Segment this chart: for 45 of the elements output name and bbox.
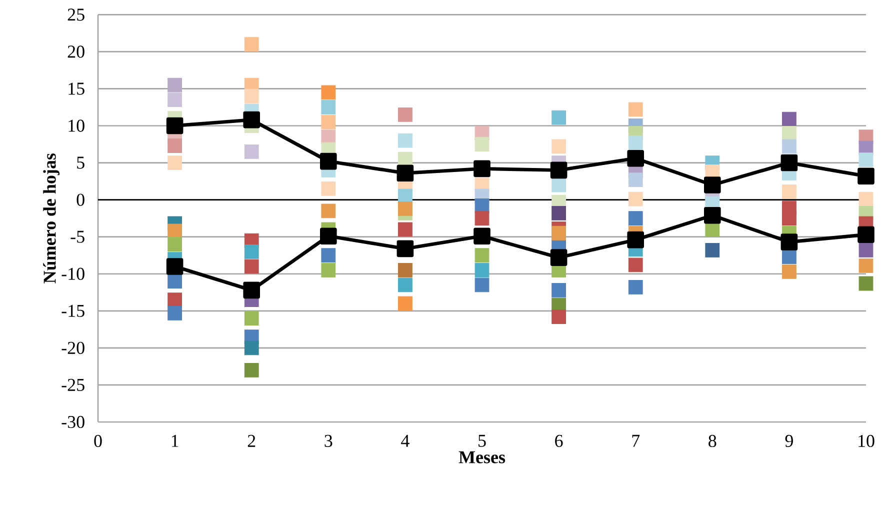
point bbox=[627, 150, 644, 167]
x-tick-label: 3 bbox=[324, 434, 332, 448]
point bbox=[166, 117, 184, 134]
x-tick-label: 7 bbox=[632, 434, 640, 447]
point bbox=[858, 168, 874, 185]
y-axis-title: Número de hojas bbox=[43, 153, 60, 284]
point bbox=[396, 240, 414, 258]
point bbox=[550, 162, 568, 179]
y-tick-label: 25 bbox=[68, 8, 84, 21]
y-tick-label: -30 bbox=[62, 416, 84, 428]
y-tick-label: -10 bbox=[62, 268, 84, 280]
x-tick-label: 6 bbox=[555, 434, 563, 448]
point bbox=[474, 160, 490, 178]
point bbox=[396, 164, 414, 182]
point bbox=[704, 206, 721, 224]
y-tick-label: 15 bbox=[68, 82, 84, 95]
point bbox=[550, 249, 568, 266]
point bbox=[474, 228, 490, 244]
x-tick-label: 1 bbox=[172, 434, 178, 447]
x-tick-label: 5 bbox=[478, 434, 486, 447]
point bbox=[780, 154, 798, 172]
y-tick-label: 5 bbox=[77, 156, 84, 169]
x-axis-title: Meses bbox=[458, 451, 506, 464]
x-tick-label: 9 bbox=[785, 434, 793, 448]
point bbox=[243, 111, 260, 128]
point bbox=[704, 176, 721, 194]
x-tick-label: 0 bbox=[94, 434, 102, 448]
point bbox=[627, 231, 644, 248]
y-tick-label: 10 bbox=[68, 120, 84, 132]
y-tick-label: -20 bbox=[62, 342, 84, 354]
point bbox=[320, 228, 337, 244]
x-tick-label: 8 bbox=[708, 434, 716, 448]
y-tick-label: -25 bbox=[62, 378, 84, 391]
x-tick-label: 4 bbox=[401, 434, 410, 447]
point bbox=[858, 226, 874, 244]
point bbox=[320, 152, 337, 170]
point bbox=[243, 282, 260, 299]
x-tick-label: 10 bbox=[858, 434, 874, 448]
point bbox=[166, 258, 184, 275]
y-tick-label: 20 bbox=[68, 46, 84, 58]
y-tick-label: 0 bbox=[76, 194, 84, 206]
y-tick-label: -15 bbox=[62, 304, 84, 317]
x-tick-label: 2 bbox=[248, 434, 256, 447]
y-tick-label: -5 bbox=[70, 230, 84, 243]
point bbox=[780, 234, 798, 250]
